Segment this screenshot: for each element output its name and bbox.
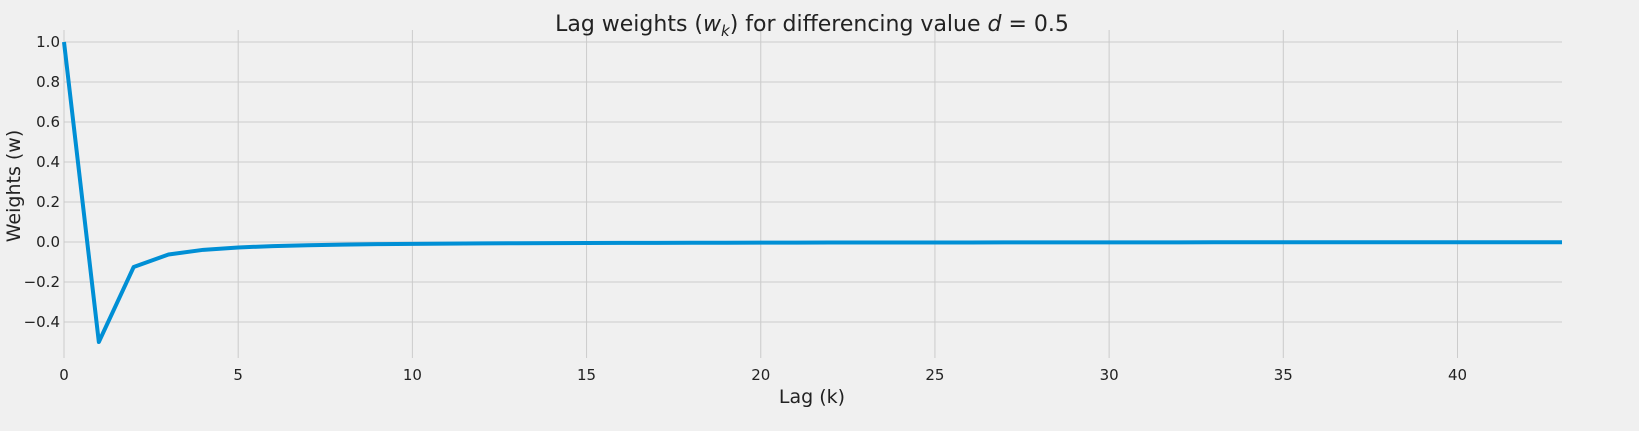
y-tick-label: −0.4 xyxy=(24,313,60,331)
x-tick-label: 20 xyxy=(751,366,770,384)
x-tick-label: 40 xyxy=(1448,366,1467,384)
x-tick-label: 10 xyxy=(403,366,422,384)
y-tick-label: 1.0 xyxy=(36,33,60,51)
y-tick-label: 0.0 xyxy=(36,233,60,251)
chart-title-d: d xyxy=(988,12,1003,37)
chart-title-w: w xyxy=(703,12,722,37)
chart-title: Lag weights (wk) for differencing value … xyxy=(555,12,1069,40)
chart-title-prefix: Lag weights ( xyxy=(555,12,703,37)
y-axis-label: Weights (w) xyxy=(3,130,25,243)
x-tick-label: 30 xyxy=(1100,366,1119,384)
y-tick-label: 0.4 xyxy=(36,153,60,171)
x-tick-label: 25 xyxy=(925,366,944,384)
chart-title-equals: = 0.5 xyxy=(1001,12,1068,37)
x-tick-label: 15 xyxy=(577,366,596,384)
x-axis-label: Lag (k) xyxy=(779,386,845,408)
x-tick-label: 0 xyxy=(59,366,69,384)
y-tick-label: 0.2 xyxy=(36,193,60,211)
y-tick-label: 0.8 xyxy=(36,73,60,91)
y-tick-label: 0.6 xyxy=(36,113,60,131)
x-tick-label: 35 xyxy=(1274,366,1293,384)
x-tick-label: 5 xyxy=(233,366,243,384)
y-tick-label: −0.2 xyxy=(24,273,60,291)
chart-title-middle: ) for differencing value xyxy=(730,12,988,37)
